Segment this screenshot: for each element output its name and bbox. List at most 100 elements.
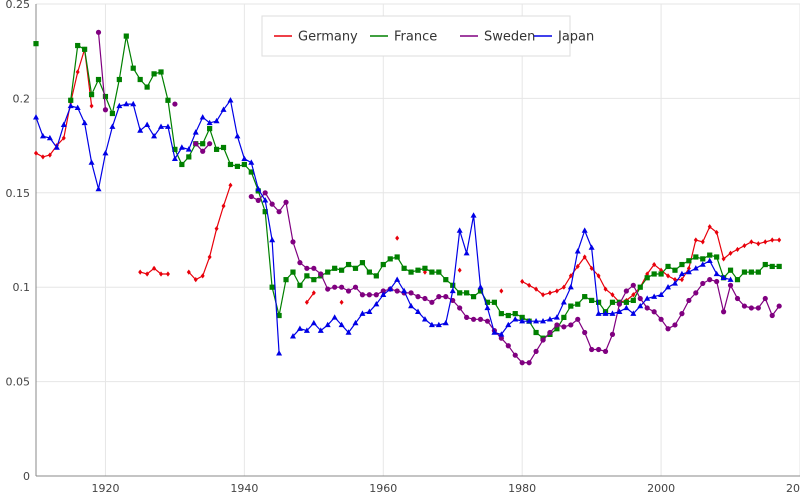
data-point-sweden xyxy=(721,309,727,315)
data-point-sweden xyxy=(436,294,442,300)
data-point-japan xyxy=(588,244,595,250)
data-point-japan xyxy=(81,119,88,126)
data-point-france xyxy=(693,254,699,260)
data-point-germany xyxy=(554,288,559,294)
data-point-france xyxy=(429,269,435,275)
data-point-france xyxy=(179,161,185,168)
data-point-france xyxy=(304,273,310,279)
data-point-france xyxy=(82,46,88,52)
data-point-germany xyxy=(34,150,38,156)
data-point-japan xyxy=(213,117,220,124)
data-point-france xyxy=(227,161,234,168)
data-point-france xyxy=(575,301,581,307)
data-point-france xyxy=(491,299,497,305)
data-point-japan xyxy=(651,293,658,299)
data-point-japan xyxy=(109,123,116,129)
data-point-sweden xyxy=(505,343,511,349)
data-point-sweden xyxy=(609,331,616,337)
data-point-japan xyxy=(449,287,456,294)
data-point-france xyxy=(679,261,685,268)
data-point-france xyxy=(373,273,379,279)
data-point-sweden xyxy=(477,316,484,322)
data-point-france xyxy=(283,277,289,283)
data-point-sweden xyxy=(665,326,671,332)
data-point-france xyxy=(582,294,588,300)
data-point-japan xyxy=(227,97,234,103)
data-point-germany xyxy=(457,267,462,273)
data-point-france xyxy=(644,275,650,281)
data-point-germany xyxy=(221,203,226,209)
data-point-germany xyxy=(672,277,677,283)
data-point-japan xyxy=(387,285,394,292)
data-point-sweden xyxy=(561,324,567,330)
data-point-sweden xyxy=(102,107,109,113)
y-tick-label: 0.05 xyxy=(6,376,31,389)
grid xyxy=(36,3,800,477)
data-point-japan xyxy=(428,321,435,328)
data-point-germany xyxy=(145,271,150,277)
data-point-france xyxy=(213,146,220,152)
data-point-germany xyxy=(777,237,782,243)
data-point-france xyxy=(707,252,713,258)
data-point-japan xyxy=(581,227,588,233)
data-point-france xyxy=(95,76,102,83)
data-point-japan xyxy=(512,316,519,322)
data-point-japan xyxy=(123,100,130,107)
data-point-japan xyxy=(678,270,685,277)
data-point-germany xyxy=(40,154,45,160)
data-point-sweden xyxy=(352,284,359,290)
data-point-sweden xyxy=(470,316,477,322)
data-point-france xyxy=(290,269,296,275)
data-point-france xyxy=(762,261,768,268)
data-point-sweden xyxy=(283,199,289,205)
data-point-france xyxy=(477,288,484,294)
data-point-sweden xyxy=(644,305,650,311)
data-point-germany xyxy=(193,277,198,283)
data-point-france xyxy=(714,254,720,260)
y-tick-label: 0 xyxy=(23,470,30,483)
data-point-sweden xyxy=(658,316,664,322)
data-point-sweden xyxy=(623,288,629,294)
data-point-japan xyxy=(324,321,331,328)
data-point-france xyxy=(144,84,150,90)
data-point-france xyxy=(165,97,171,103)
data-point-japan xyxy=(658,291,665,297)
data-point-france xyxy=(137,76,143,83)
data-point-japan xyxy=(262,197,269,203)
data-point-japan xyxy=(546,316,553,322)
legend: Germany France Sweden Japan xyxy=(261,15,594,57)
data-point-sweden xyxy=(727,282,734,288)
data-point-germany xyxy=(735,246,740,253)
data-point-japan xyxy=(33,114,39,120)
data-point-sweden xyxy=(345,288,352,294)
data-point-france xyxy=(248,169,254,175)
y-tick-label: 0.1 xyxy=(13,281,31,294)
data-point-france xyxy=(269,284,275,290)
data-point-germany xyxy=(721,256,726,262)
data-point-sweden xyxy=(748,305,754,311)
data-point-france xyxy=(325,269,331,275)
data-point-japan xyxy=(623,304,630,311)
legend-label-france: France xyxy=(394,30,437,45)
data-point-france xyxy=(415,267,421,273)
legend-label-germany: Germany xyxy=(298,30,358,45)
data-point-france xyxy=(33,41,39,47)
data-point-japan xyxy=(540,317,547,324)
data-point-france xyxy=(769,263,775,270)
legend-box xyxy=(261,15,571,57)
data-point-sweden xyxy=(297,260,303,266)
data-point-sweden xyxy=(422,295,428,302)
data-point-france xyxy=(554,326,560,332)
data-point-japan xyxy=(303,327,310,333)
data-point-japan xyxy=(171,155,178,162)
y-tick-label: 0.25 xyxy=(6,0,31,11)
data-point-japan xyxy=(470,212,477,218)
data-point-japan xyxy=(477,284,484,290)
data-point-germany xyxy=(152,265,157,271)
data-point-sweden xyxy=(193,141,199,147)
data-point-sweden xyxy=(700,280,706,287)
data-point-japan xyxy=(665,284,672,290)
data-point-sweden xyxy=(630,282,636,288)
data-point-japan xyxy=(498,331,505,337)
data-point-france xyxy=(651,271,657,277)
